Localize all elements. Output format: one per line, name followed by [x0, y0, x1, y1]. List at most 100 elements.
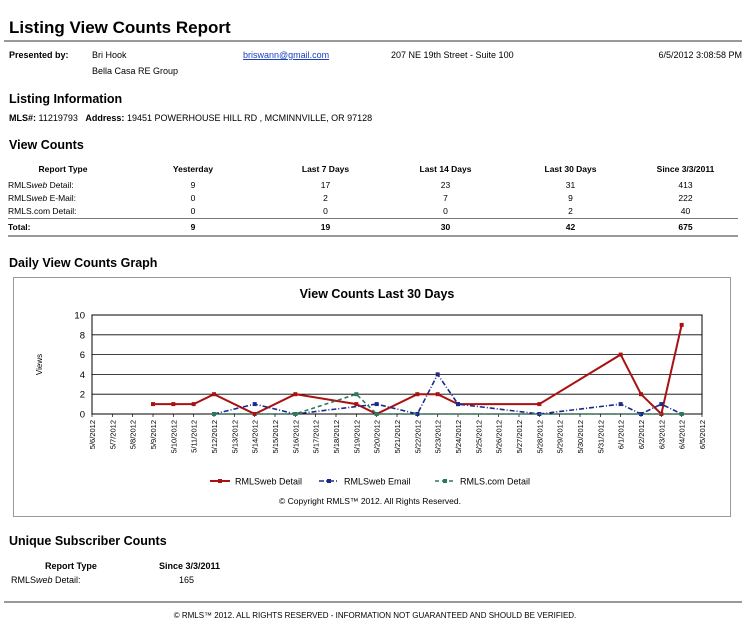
data-point	[374, 402, 379, 407]
subscriber-section-title: Unique Subscriber Counts	[9, 534, 167, 548]
graph-section-title: Daily View Counts Graph	[9, 256, 158, 270]
table-row: RMLSweb Detail: 9 17 23 31 413	[8, 179, 738, 192]
x-tick-label: 5/31/2012	[596, 420, 605, 453]
series-line-1	[153, 324, 683, 416]
address-value: 19451 POWERHOUSE HILL RD , MCMINNVILLE, …	[126, 113, 373, 123]
x-tick-label: 5/8/2012	[129, 420, 138, 449]
cell-yesterday: 9	[190, 180, 196, 190]
x-tick-label: 5/16/2012	[291, 420, 300, 453]
agent-email-link[interactable]: briswann@gmail.com	[243, 50, 330, 60]
row-label: RMLSweb E-Mail:	[8, 193, 77, 203]
total-since: 675	[633, 218, 738, 237]
data-point	[659, 402, 664, 407]
agent-name: Bri Hook	[92, 50, 127, 60]
data-point	[212, 412, 216, 416]
x-tick-label: 5/20/2012	[373, 420, 382, 453]
data-point	[415, 392, 420, 397]
legend-marker	[443, 479, 447, 483]
chart-copyright: © Copyright RMLS™ 2012. All Rights Reser…	[279, 496, 461, 506]
x-tick-label: 5/24/2012	[454, 420, 463, 453]
data-point	[639, 392, 643, 397]
y-tick-label: 0	[80, 410, 85, 421]
table-row: RMLSweb E-Mail: 0 2 7 9 222	[8, 192, 738, 205]
y-tick-label: 6	[80, 350, 85, 361]
data-point	[293, 392, 298, 397]
data-point	[537, 402, 542, 407]
listing-info-title: Listing Information	[9, 92, 123, 106]
x-tick-label: 5/15/2012	[271, 420, 280, 453]
cell-14days: 7	[443, 193, 448, 203]
report-datetime: 6/5/2012 3:08:58 PM	[658, 50, 742, 60]
x-tick-label: 5/27/2012	[515, 420, 524, 453]
x-tick-label: 6/1/2012	[617, 420, 626, 449]
col-header: Since 3/3/2011	[656, 164, 715, 174]
data-point	[191, 402, 196, 407]
cell-30days: 9	[568, 193, 573, 203]
x-tick-label: 5/12/2012	[210, 420, 219, 453]
footer-divider	[4, 601, 742, 603]
x-tick-label: 6/4/2012	[678, 420, 687, 449]
x-tick-label: 5/10/2012	[169, 420, 178, 453]
data-point	[354, 402, 359, 407]
subscriber-header-since: Since 3/3/2011	[159, 561, 221, 571]
y-tick-label: 4	[80, 370, 85, 381]
mls-value: 11219793	[38, 113, 78, 123]
row-label: RMLS.com Detail:	[8, 206, 77, 216]
agent-address: 207 NE 19th Street - Suite 100	[391, 50, 514, 60]
report-title: Listing View Counts Report	[9, 18, 231, 37]
series-line-3	[214, 393, 682, 415]
subscriber-header-type: Report Type	[45, 561, 97, 571]
cell-14days: 0	[443, 206, 448, 216]
title-divider	[4, 40, 742, 42]
col-header: Report Type	[38, 164, 88, 174]
footer-text: © RMLS™ 2012. ALL RIGHTS RESERVED - INFO…	[173, 611, 577, 620]
mls-label: MLS#:	[9, 113, 36, 123]
total-14days: 30	[383, 218, 508, 237]
cell-7days: 0	[323, 206, 328, 216]
col-header: Yesterday	[172, 164, 214, 174]
data-point	[456, 402, 460, 407]
data-point	[252, 402, 257, 407]
col-header: Last 7 Days	[301, 164, 350, 174]
subscriber-row-label: RMLSweb Detail:	[11, 575, 81, 585]
cell-since: 40	[680, 206, 691, 216]
subscriber-row-value: 165	[179, 575, 195, 585]
legend-marker	[218, 479, 222, 483]
data-point	[354, 392, 359, 397]
x-tick-label: 5/28/2012	[535, 420, 544, 453]
view-counts-header-row: Report Type Yesterday Last 7 Days Last 1…	[8, 164, 738, 179]
x-tick-label: 5/19/2012	[352, 420, 361, 453]
x-tick-label: 5/7/2012	[108, 420, 117, 449]
data-point	[374, 412, 379, 416]
data-point	[618, 352, 623, 357]
y-tick-label: 2	[80, 390, 85, 401]
cell-7days: 2	[323, 193, 328, 203]
plot-frame	[91, 314, 703, 415]
x-tick-label: 5/14/2012	[251, 420, 260, 453]
data-point	[293, 412, 298, 416]
legend-label: RMLSweb Email	[344, 477, 411, 487]
cell-14days: 23	[440, 180, 451, 190]
table-row: RMLS.com Detail: 0 0 0 2 40	[8, 205, 738, 219]
x-tick-label: 5/17/2012	[312, 420, 321, 453]
address-label: Address:	[85, 113, 125, 123]
data-point	[639, 412, 643, 416]
col-header: Last 30 Days	[544, 164, 597, 174]
x-tick-label: 6/3/2012	[657, 420, 666, 449]
x-tick-label: 5/29/2012	[556, 420, 565, 453]
data-point	[212, 392, 216, 397]
x-tick-label: 5/13/2012	[230, 420, 239, 453]
legend-marker	[327, 479, 331, 483]
x-tick-label: 5/11/2012	[190, 420, 199, 453]
x-tick-label: 5/18/2012	[332, 420, 341, 453]
data-point	[415, 412, 420, 416]
x-tick-label: 5/23/2012	[434, 420, 443, 453]
agent-company: Bella Casa RE Group	[92, 66, 179, 76]
total-yesterday: 9	[118, 218, 268, 237]
data-point	[435, 372, 440, 377]
total-7days: 19	[268, 218, 383, 237]
data-point	[679, 412, 684, 416]
x-tick-label: 5/21/2012	[393, 420, 402, 453]
presented-by-label: Presented by:	[9, 50, 69, 60]
cell-yesterday: 0	[190, 206, 196, 216]
